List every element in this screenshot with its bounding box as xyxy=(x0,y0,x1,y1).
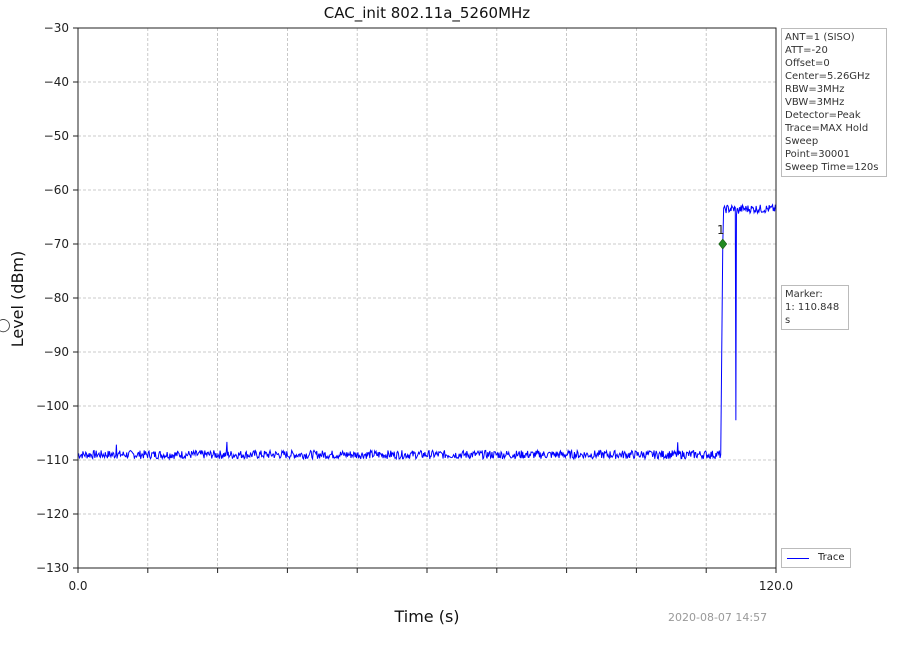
marker-layer: 1 xyxy=(717,223,728,250)
chart-title: CAC_init 802.11a_5260MHz xyxy=(324,4,531,23)
x-tick-label: 120.0 xyxy=(759,579,793,593)
grid xyxy=(78,28,776,568)
marker-point xyxy=(718,238,728,250)
marker-label: 1 xyxy=(717,223,725,237)
x-axis-title: Time (s) xyxy=(393,607,459,626)
clipped-edge-glyph: ◯ xyxy=(0,318,11,333)
axis-ticks: −30 −40 −50 −60 −70 −80 −90 −100 −110 −120 −130 0.0… xyxy=(36,21,793,593)
settings-line: Center=5.26GHz xyxy=(785,71,870,82)
marker-readout-value: 1: 110.848 s xyxy=(785,302,840,326)
y-tick-label: −50 xyxy=(44,129,69,143)
y-tick-label: −80 xyxy=(44,291,69,305)
settings-line: Sweep Point=30001 xyxy=(785,136,851,160)
settings-line: Detector=Peak xyxy=(785,110,861,121)
settings-box: ANT=1 (SISO) ATT=-20 Offset=0 Center=5.26GH… xyxy=(781,28,887,177)
legend: Trace xyxy=(781,548,851,568)
plot-frame xyxy=(77,27,777,569)
y-tick-label: −100 xyxy=(36,399,69,413)
x-tick-label: 0.0 xyxy=(68,579,87,593)
marker-readout-title: Marker: xyxy=(785,289,823,300)
legend-label-trace: Trace xyxy=(818,552,845,563)
y-tick-label: −120 xyxy=(36,507,69,521)
y-tick-label: −110 xyxy=(36,453,69,467)
timestamp: 2020-08-07 14:57 xyxy=(668,611,768,624)
settings-line: VBW=3MHz xyxy=(785,97,845,108)
series-layer xyxy=(77,203,777,461)
y-tick-label: −30 xyxy=(44,21,69,35)
y-tick-label: −130 xyxy=(36,561,69,575)
legend-swatch-trace xyxy=(787,558,809,559)
settings-line: ANT=1 (SISO) xyxy=(785,32,855,43)
y-tick-label: −70 xyxy=(44,237,69,251)
y-tick-label: −40 xyxy=(44,75,69,89)
series-line-trace xyxy=(77,203,777,461)
y-tick-label: −60 xyxy=(44,183,69,197)
settings-line: Trace=MAX Hold xyxy=(785,123,869,134)
settings-line: Sweep Time=120s xyxy=(785,162,879,173)
settings-line: RBW=3MHz xyxy=(785,84,845,95)
y-axis-title: Level (dBm) xyxy=(8,251,27,348)
settings-line: Offset=0 xyxy=(785,58,830,69)
settings-line: ATT=-20 xyxy=(785,45,828,56)
y-tick-label: −90 xyxy=(44,345,69,359)
marker-readout-box: Marker: 1: 110.848 s xyxy=(781,285,849,330)
